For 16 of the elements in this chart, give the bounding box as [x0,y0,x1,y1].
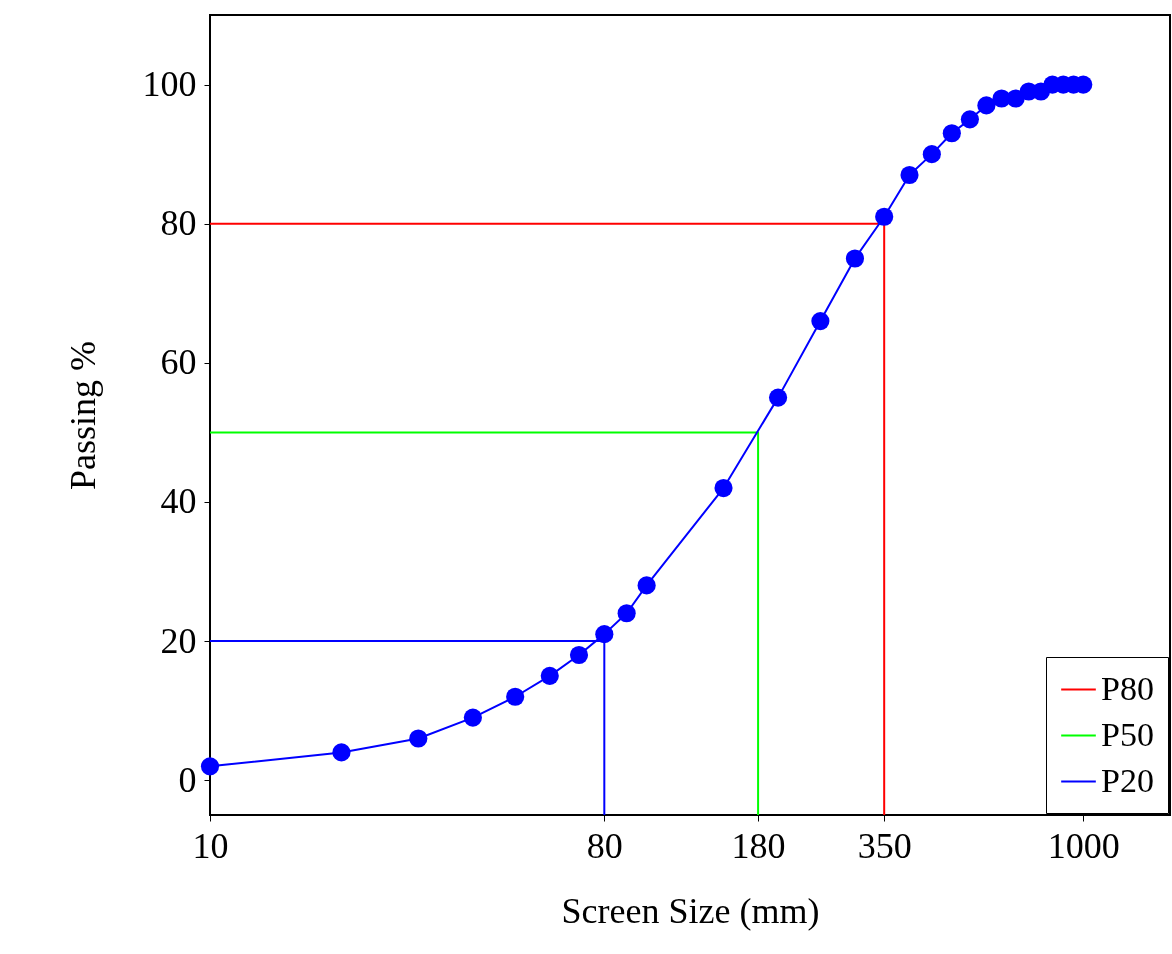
legend-label: P20 [1101,761,1154,799]
x-tick-label: 180 [731,825,786,866]
legend-label: P80 [1101,669,1154,707]
y-tick-label: 80 [160,203,197,244]
y-tick-label: 0 [178,759,197,800]
x-axis-title: Screen Size (mm) [561,890,820,931]
y-tick-label: 20 [160,620,197,661]
y-tick-label: 100 [142,64,197,105]
x-tick-label: 80 [586,825,623,866]
x-tick-label: 350 [857,825,912,866]
y-tick-label: 40 [160,481,197,522]
y-tick-label: 60 [160,342,197,383]
legend-label: P50 [1101,715,1154,753]
x-tick-label: 1000 [1047,825,1120,866]
y-axis-title: Passing % [62,340,103,491]
x-tick-label: 10 [192,825,229,866]
